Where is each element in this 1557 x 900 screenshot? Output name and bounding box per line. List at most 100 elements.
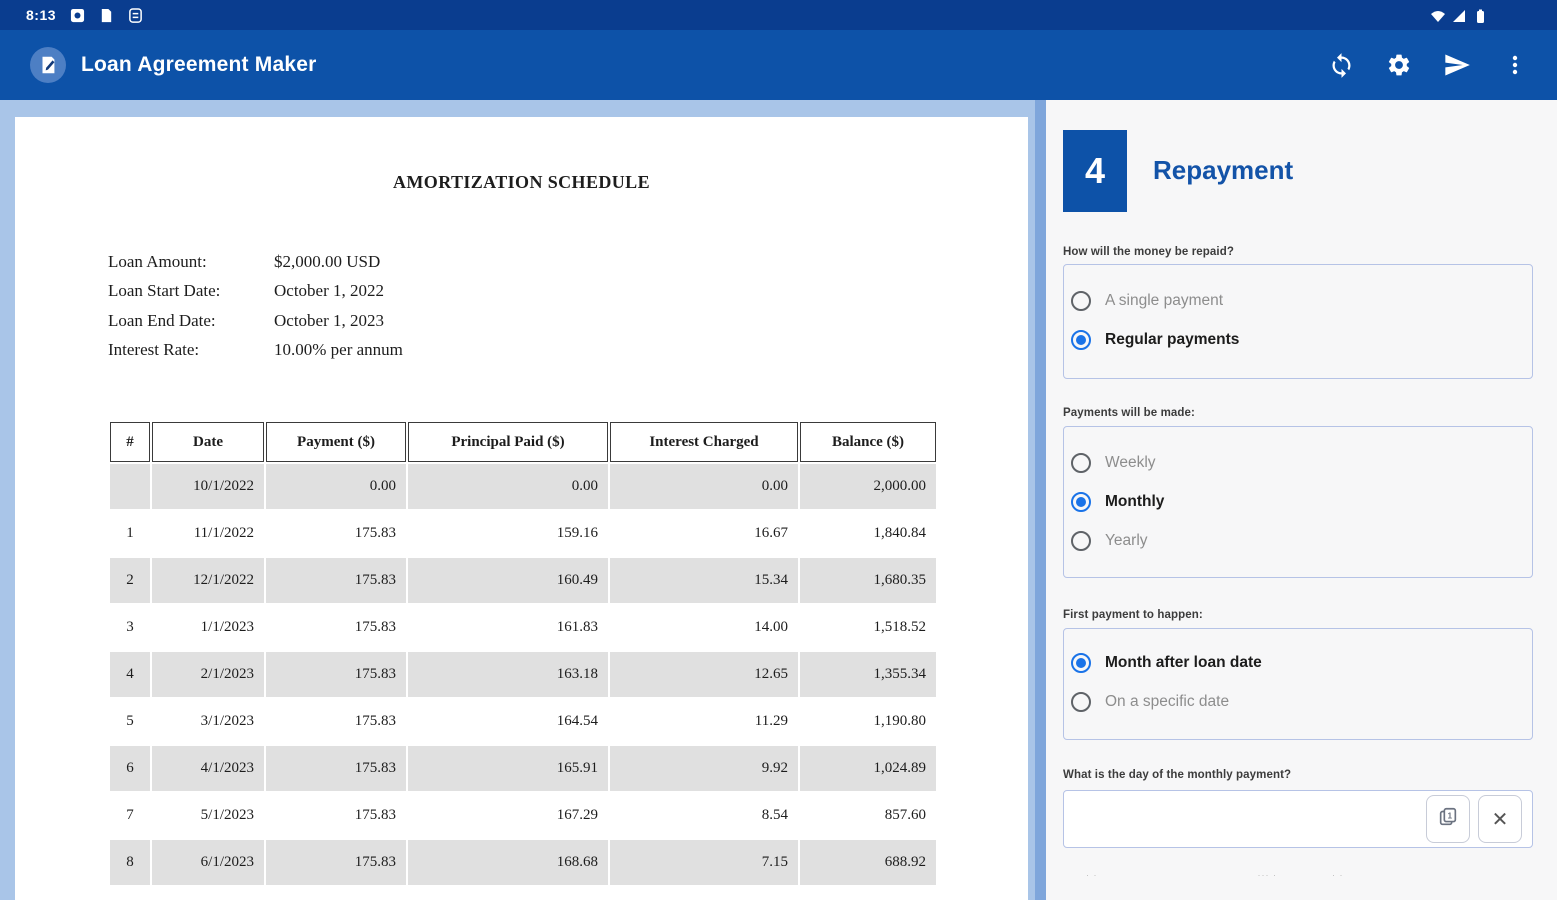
detail-row: Loan Start Date: October 1, 2022 [108, 277, 403, 307]
table-row: 4 2/1/2023 175.83 163.18 12.65 1,355.34 [110, 652, 936, 697]
table-cell: 4/1/2023 [152, 746, 264, 791]
radio-option-label: Month after loan date [1105, 654, 1262, 671]
table-cell: 160.49 [408, 558, 608, 603]
status-bar: 8:13 [0, 0, 1557, 30]
table-cell: 688.92 [800, 840, 936, 885]
screenshot-icon [70, 8, 85, 23]
overflow-menu-icon[interactable] [1501, 51, 1529, 79]
scrollbar[interactable] [1035, 100, 1046, 900]
table-cell: 175.83 [266, 558, 406, 603]
table-cell: 4 [110, 652, 150, 697]
loan-details: Loan Amount: $2,000.00 USD Loan Start Date… [108, 247, 403, 365]
clear-button[interactable]: ✕ [1478, 795, 1522, 843]
table-cell: 0.00 [266, 464, 406, 509]
radio-option[interactable]: Monthly [1071, 488, 1164, 516]
table-cell: 11.29 [754, 713, 788, 729]
radio-unselected-icon[interactable] [1071, 453, 1091, 473]
radio-option[interactable]: Month after loan date [1071, 649, 1262, 677]
table-cell: 1/1/2023 [200, 619, 254, 635]
table-cell: 1,024.89 [800, 746, 936, 791]
clipped-text-fragment: · · [1086, 870, 1098, 880]
day-input-field: 1 ✕ [1063, 790, 1533, 848]
table-row: 8 6/1/2023 175.83 168.68 7.15 688.92 [110, 840, 936, 885]
table-header: Payment ($) [266, 422, 406, 462]
radio-selected-icon[interactable] [1071, 330, 1091, 350]
table-cell: 10/1/2022 [152, 464, 264, 509]
radio-selected-icon[interactable] [1071, 492, 1091, 512]
radio-option[interactable]: On a specific date [1071, 688, 1229, 716]
detail-label: Loan End Date: [108, 310, 216, 330]
table-cell: 8.54 [761, 807, 788, 823]
table-row: 7 5/1/2023 175.83 167.29 8.54 857.60 [110, 793, 936, 838]
table-cell: 1,840.84 [873, 525, 927, 541]
table-cell: 14.00 [754, 619, 788, 635]
radio-option[interactable]: Regular payments [1071, 326, 1239, 354]
settings-icon[interactable] [1385, 51, 1413, 79]
table-row: 10/1/2022 0.00 0.00 0.00 2,000.00 [110, 464, 936, 509]
table-cell: 15.34 [610, 558, 798, 603]
table-cell: 9.92 [610, 746, 798, 791]
table-row: 5 3/1/2023 175.83 164.54 11.29 1,190.80 [110, 699, 936, 744]
day-input[interactable] [1074, 799, 1414, 839]
radio-option-label: Monthly [1105, 493, 1165, 510]
battery-icon [1472, 8, 1487, 23]
detail-label: Loan Amount: [108, 251, 207, 271]
table-cell: 168.68 [408, 840, 608, 885]
radio-group-box [1063, 426, 1533, 578]
detail-value: October 1, 2023 [274, 310, 385, 330]
table-cell: 2/1/2023 [152, 652, 264, 697]
group-label: Payments will be made: [1063, 407, 1195, 419]
status-time: 8:13 [26, 7, 57, 23]
table-cell: 161.83 [556, 619, 598, 635]
wifi-icon [1430, 8, 1445, 23]
badge-icon [128, 7, 143, 23]
table-header: Principal Paid ($) [408, 422, 608, 462]
table-cell: 12/1/2022 [152, 558, 264, 603]
detail-label: Interest Rate: [108, 340, 200, 360]
document-preview-area[interactable]: AMORTIZATION SCHEDULE Loan Amount: $2,000… [0, 100, 1046, 900]
sync-icon[interactable] [1327, 51, 1355, 79]
radio-option-label: Weekly [1105, 454, 1156, 471]
detail-value: 10.00% per annum [274, 340, 403, 360]
app-title: Loan Agreement Maker [81, 53, 317, 76]
table-header: # [110, 422, 150, 462]
table-cell: 175.83 [266, 746, 406, 791]
table-cell: 8 [110, 840, 150, 885]
svg-text:1: 1 [1448, 811, 1453, 820]
table-cell: 175.83 [266, 840, 406, 885]
radio-option[interactable]: Yearly [1071, 527, 1148, 555]
detail-value: October 1, 2022 [274, 281, 385, 301]
send-icon[interactable] [1443, 51, 1471, 79]
table-cell: 165.91 [408, 746, 608, 791]
table-cell: 5 [126, 713, 134, 729]
table-cell: 1,355.34 [800, 652, 936, 697]
copy-one-button[interactable]: 1 [1426, 795, 1470, 843]
table-cell: 16.67 [754, 525, 788, 541]
table-row: 3 1/1/2023 175.83 161.83 14.00 1,518.52 [110, 605, 936, 650]
detail-value: $2,000.00 USD [274, 251, 381, 271]
table-cell: 2 [110, 558, 150, 603]
group-label: How will the money be repaid? [1063, 246, 1234, 258]
table-cell: 175.83 [354, 619, 396, 635]
radio-option-label: Regular payments [1105, 331, 1240, 348]
radio-unselected-icon[interactable] [1071, 291, 1091, 311]
table-header: Date [152, 422, 264, 462]
table-header: Balance ($) [800, 422, 936, 462]
table-cell: 164.54 [556, 713, 598, 729]
radio-unselected-icon[interactable] [1071, 692, 1091, 712]
table-cell: 0.00 [610, 464, 798, 509]
detail-row: Loan End Date: October 1, 2023 [108, 306, 403, 336]
detail-row: Interest Rate: 10.00% per annum [108, 336, 403, 366]
radio-group-box [1063, 264, 1533, 379]
group-label: First payment to happen: [1063, 609, 1203, 621]
table-cell: 6 [110, 746, 150, 791]
table-cell [110, 464, 150, 509]
table-cell: 167.29 [556, 807, 598, 823]
repayment-form-panel: 4 Repayment How will the money be repaid… [1046, 100, 1557, 900]
table-cell: 175.83 [354, 807, 396, 823]
radio-option[interactable]: Weekly [1071, 449, 1156, 477]
radio-option[interactable]: A single payment [1071, 287, 1223, 315]
radio-unselected-icon[interactable] [1071, 531, 1091, 551]
radio-selected-icon[interactable] [1071, 653, 1091, 673]
table-cell: 159.16 [556, 525, 598, 541]
